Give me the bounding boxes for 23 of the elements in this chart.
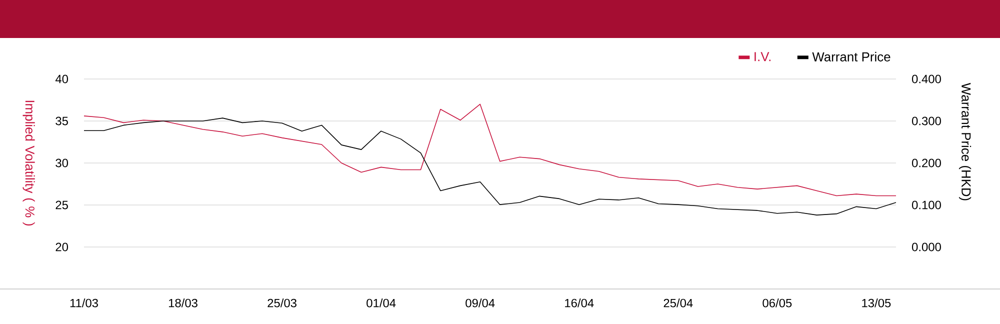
y2-tick-label: 0.200 <box>912 158 941 168</box>
x-tick-label: 18/03 <box>168 298 198 308</box>
x-tick-label: 09/04 <box>466 298 495 308</box>
x-tick-label: 06/05 <box>762 298 792 308</box>
x-tick-label: 25/03 <box>268 298 296 308</box>
x-tick-label: 16/04 <box>565 298 594 308</box>
x-tick-label: 25/04 <box>664 298 693 308</box>
y-tick-label: 40 <box>55 74 68 84</box>
y2-tick-label: 0.100 <box>912 200 941 210</box>
x-tick-label: 11/03 <box>70 298 98 308</box>
legend-label: Warrant Price <box>812 52 890 62</box>
y2-tick-label: 0.300 <box>912 116 941 126</box>
x-tick-label: 13/05 <box>862 298 891 308</box>
y-tick-label: 30 <box>56 158 68 168</box>
y-tick-label: 35 <box>56 116 68 126</box>
y2-tick-label: 0.400 <box>912 74 941 84</box>
x-tick-label: 01/04 <box>366 298 396 308</box>
y2-tick-label: 0.000 <box>912 242 941 252</box>
y-axis-title: Implied Volatility ( % ) <box>22 100 35 226</box>
y2-axis-title: Warrant Price (HKD) <box>958 82 972 200</box>
legend-label: I.V. <box>754 52 770 62</box>
y-tick-label: 20 <box>56 242 68 252</box>
y-tick-label: 25 <box>56 200 68 210</box>
